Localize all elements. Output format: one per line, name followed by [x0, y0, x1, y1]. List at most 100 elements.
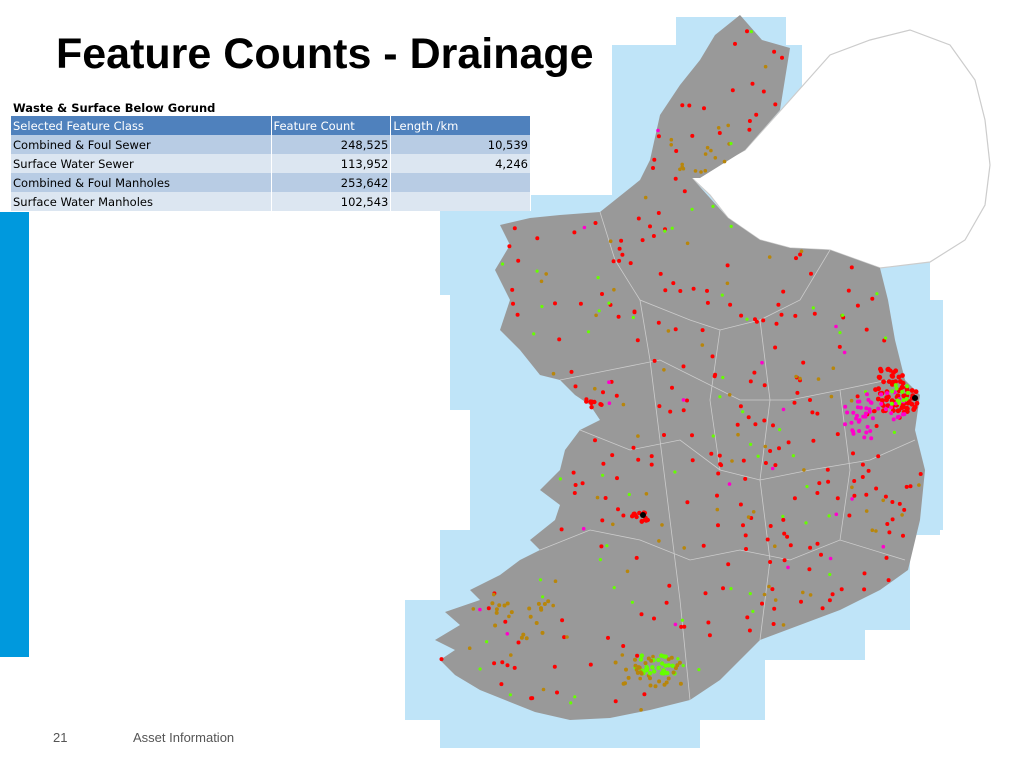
manhole-feature-brown — [657, 679, 662, 684]
table-row: Combined & Foul Sewer 248,525 10,539 — [11, 135, 531, 154]
manhole-feature-brown — [713, 156, 718, 160]
page-title: Feature Counts - Drainage — [56, 30, 594, 78]
combined-foul-feature — [896, 374, 902, 380]
combined-foul-feature — [776, 302, 781, 307]
surface-water-feature — [863, 411, 868, 416]
surface-water-feature — [862, 435, 867, 440]
combined-foul-feature — [897, 501, 902, 506]
combined-foul-feature — [503, 619, 508, 624]
combined-foul-feature — [812, 311, 817, 316]
manhole-feature-brown — [621, 681, 626, 686]
manhole-feature-green — [644, 666, 650, 671]
manhole-feature-brown — [528, 614, 533, 619]
surface-water-feature — [868, 429, 873, 433]
manhole-feature-brown — [509, 610, 514, 615]
manhole-feature-brown — [521, 632, 526, 637]
combined-foul-feature — [571, 470, 576, 475]
county-boundaries — [539, 211, 916, 701]
manhole-feature-brown — [773, 598, 778, 602]
table-row: Surface Water Sewer 113,952 4,246 — [11, 154, 531, 173]
combined-foul-feature — [820, 606, 825, 611]
manhole-feature-brown — [546, 599, 551, 604]
combined-foul-feature — [690, 133, 695, 138]
manhole-feature-brown — [633, 657, 637, 662]
combined-foul-feature — [730, 88, 735, 93]
combined-foul-feature — [616, 314, 621, 319]
manhole-feature-brown — [716, 126, 721, 130]
combined-foul-feature — [690, 458, 695, 463]
manhole-feature-brown — [540, 630, 545, 635]
combined-foul-feature — [673, 176, 678, 181]
surface-water-feature — [881, 544, 886, 549]
combined-foul-feature — [890, 517, 895, 522]
combined-foul-feature — [876, 374, 882, 380]
manhole-feature-green — [607, 301, 611, 305]
manhole-feature-brown — [648, 676, 652, 681]
combined-foul-feature — [744, 547, 748, 551]
manhole-feature-brown — [870, 528, 875, 532]
manhole-feature-brown — [699, 170, 703, 174]
combined-foul-feature — [616, 507, 620, 512]
surface-water-feature — [893, 401, 898, 406]
combined-foul-feature — [875, 396, 881, 402]
combined-foul-feature — [673, 327, 678, 332]
combined-foul-feature — [635, 338, 640, 343]
combined-foul-feature — [486, 606, 491, 611]
combined-foul-feature — [685, 398, 689, 403]
combined-foul-feature — [617, 246, 622, 251]
manhole-feature-brown — [767, 584, 771, 589]
combined-foul-feature — [738, 502, 743, 507]
manhole-feature-green — [778, 428, 782, 432]
combined-foul-feature — [851, 451, 855, 456]
manhole-feature-brown — [595, 495, 600, 500]
manhole-feature-brown — [639, 708, 643, 712]
combined-foul-feature — [862, 587, 867, 592]
manhole-feature-brown — [669, 655, 674, 660]
manhole-feature-brown — [542, 602, 547, 606]
combined-foul-feature — [598, 402, 603, 407]
other-feature — [912, 395, 918, 401]
combined-foul-feature — [721, 586, 725, 591]
combined-foul-feature — [614, 393, 619, 398]
combined-foul-feature — [728, 302, 733, 307]
combined-foul-feature — [808, 545, 813, 550]
combined-foul-feature — [662, 433, 666, 437]
manhole-feature-brown — [565, 635, 569, 639]
manhole-feature-brown — [725, 281, 730, 286]
manhole-feature-brown — [666, 676, 671, 681]
combined-foul-feature — [792, 496, 797, 501]
manhole-feature-brown — [671, 670, 676, 675]
combined-foul-feature — [610, 453, 615, 458]
combined-foul-feature — [855, 394, 860, 399]
manhole-feature-brown — [644, 492, 649, 496]
manhole-feature-brown — [494, 610, 499, 615]
surface-water-feature — [855, 413, 859, 418]
manhole-feature-green — [721, 375, 725, 380]
manhole-feature-green — [663, 229, 667, 233]
manhole-feature-green — [612, 586, 616, 590]
combined-foul-feature — [716, 523, 720, 528]
manhole-feature-green — [573, 695, 577, 699]
combined-foul-feature — [726, 562, 731, 567]
manhole-feature-green — [905, 390, 910, 395]
combined-foul-feature — [681, 364, 686, 369]
combined-foul-feature — [615, 476, 619, 481]
table-row: Combined & Foul Manholes 253,642 — [11, 173, 531, 192]
manhole-feature-brown — [763, 444, 768, 449]
combined-foul-feature — [516, 258, 521, 263]
combined-foul-feature — [600, 518, 605, 523]
combined-foul-feature — [701, 543, 706, 548]
combined-foul-feature — [900, 404, 906, 410]
combined-foul-feature — [743, 533, 748, 538]
manhole-feature-green — [638, 657, 644, 662]
manhole-feature-brown — [680, 162, 684, 167]
surface-water-feature — [884, 407, 888, 412]
manhole-feature-green — [670, 226, 674, 230]
manhole-feature-brown — [551, 603, 555, 608]
manhole-feature-green — [670, 663, 675, 668]
table-cell: 10,539 — [390, 135, 531, 154]
manhole-feature-green — [661, 654, 667, 659]
combined-foul-feature — [750, 81, 755, 86]
combined-foul-feature — [753, 317, 757, 322]
combined-foul-feature — [588, 662, 593, 667]
